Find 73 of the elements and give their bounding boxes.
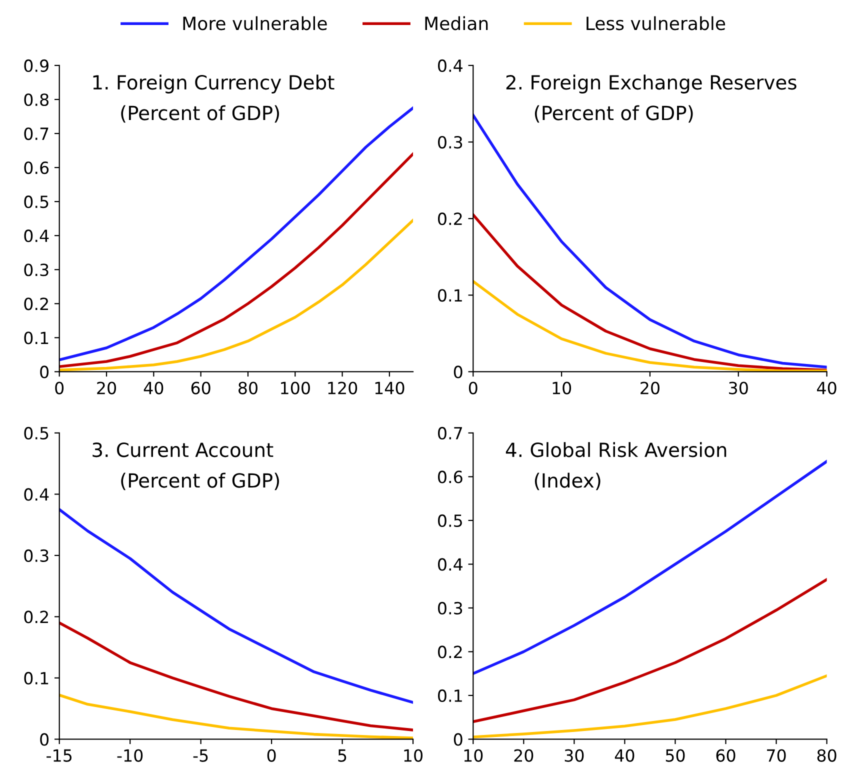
x-tick-label: 60: [191, 382, 210, 394]
y-tick-label: 0.4: [24, 488, 49, 501]
x-tick-label: -5: [193, 749, 208, 762]
x-tick-label: 70: [767, 749, 786, 762]
y-tick-label: 0: [454, 366, 462, 378]
y-tick-label: 0: [40, 366, 49, 378]
y-tick-label: 0.8: [24, 93, 48, 106]
x-tick-label: 20: [514, 749, 534, 762]
line-series: [59, 621, 414, 732]
y-tick-label: 0.5: [24, 196, 48, 208]
y-tick-label: 0.3: [438, 602, 462, 615]
line-series: [59, 152, 414, 368]
y-tick-label: 0.2: [24, 298, 48, 310]
x-tick-label: 0: [267, 749, 276, 762]
y-tick-label: 0.3: [24, 549, 48, 562]
y-tick-label: 0.1: [438, 689, 462, 702]
y-tick-label: 0.6: [24, 161, 49, 174]
x-tick-label: 50: [666, 749, 685, 762]
x-tick-label: 0: [55, 382, 64, 394]
x-tick-label: 30: [729, 382, 748, 394]
y-tick-label: 0.4: [438, 59, 462, 72]
x-tick-label: 80: [817, 749, 836, 762]
y-tick-label: 0: [454, 733, 462, 746]
x-tick-label: 5: [338, 749, 346, 762]
x-tick-label: -15: [46, 749, 72, 762]
line-series: [473, 578, 827, 724]
legend-label: Median: [425, 16, 488, 30]
text: (Percent of GDP): [534, 105, 693, 123]
y-tick-label: 0.3: [438, 136, 462, 149]
chart-title: 3. Current Account: [92, 442, 274, 458]
x-tick-label: 10: [464, 749, 483, 762]
y-tick-label: 0.4: [24, 230, 49, 242]
y-tick-label: 0.4: [438, 558, 462, 571]
text: (Percent of GDP): [121, 105, 279, 123]
x-tick-label: 80: [238, 382, 258, 394]
x-tick-label: 20: [640, 382, 660, 394]
y-tick-label: 0.6: [438, 470, 462, 484]
y-tick-label: 0.2: [438, 212, 462, 226]
x-tick-label: 0: [468, 382, 478, 394]
x-tick-label: 140: [375, 382, 404, 394]
chart-title: 4. Global Risk Aversion: [506, 442, 726, 458]
x-tick-label: 10: [404, 749, 423, 762]
y-tick-label: 0.7: [24, 127, 48, 140]
y-tick-label: 0: [40, 733, 49, 746]
text: (Index): [534, 472, 600, 490]
x-tick-label: 60: [716, 749, 736, 762]
legend-label: Less vulnerable: [586, 16, 726, 30]
y-tick-label: 0.3: [24, 264, 48, 276]
y-tick-label: 0.1: [24, 332, 48, 344]
legend-label: More vulnerable: [183, 16, 327, 30]
y-tick-label: 0.1: [24, 672, 48, 685]
x-tick-label: -10: [117, 749, 143, 762]
y-tick-label: 0.1: [438, 289, 462, 302]
x-tick-label: 10: [552, 382, 572, 394]
line-series: [59, 508, 414, 704]
x-tick-label: 40: [614, 749, 634, 762]
x-tick-label: 40: [817, 382, 836, 394]
chart-title: 2. Foreign Exchange Reserves: [506, 74, 796, 94]
x-tick-label: 120: [328, 382, 358, 394]
y-tick-label: 0.7: [438, 426, 462, 440]
x-tick-label: 20: [97, 382, 116, 394]
y-tick-label: 0.5: [24, 426, 48, 440]
y-tick-label: 0.2: [24, 610, 48, 624]
line-series: [59, 106, 414, 362]
chart-title: 1. Foreign Currency Debt: [93, 74, 334, 94]
text: (Percent of GDP): [121, 472, 279, 490]
y-tick-label: 0.5: [438, 514, 462, 528]
x-tick-label: 40: [144, 382, 164, 394]
line-series: [473, 460, 827, 675]
y-tick-label: 0.2: [438, 646, 462, 658]
y-tick-label: 0.9: [24, 59, 48, 72]
x-tick-label: 100: [281, 382, 310, 394]
x-tick-label: 30: [564, 749, 584, 762]
